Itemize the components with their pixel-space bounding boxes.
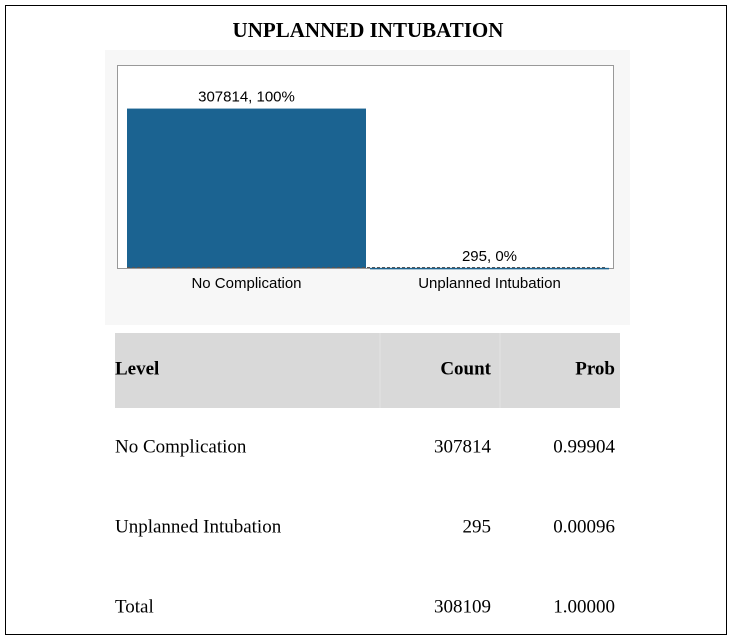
chart-title: UNPLANNED INTUBATION	[233, 18, 504, 42]
value-label: 295, 0%	[462, 248, 517, 265]
bar	[127, 108, 366, 268]
bar	[370, 267, 609, 270]
column-header: Prob	[575, 358, 615, 379]
table-cell: 0.00096	[553, 516, 615, 537]
table-cell: 308109	[434, 596, 491, 617]
x-tick-label: Unplanned Intubation	[418, 275, 561, 292]
table-cell: 0.99904	[553, 436, 615, 457]
x-tick-label: No Complication	[191, 275, 301, 292]
value-label: 307814, 100%	[198, 89, 295, 106]
table-cell: No Complication	[115, 436, 247, 457]
column-header: Level	[115, 358, 159, 379]
column-header: Count	[440, 358, 491, 379]
table-header	[115, 333, 620, 408]
table-cell: Unplanned Intubation	[115, 516, 282, 537]
table-cell: Total	[115, 596, 154, 617]
table-cell: 1.00000	[553, 596, 615, 617]
table-cell: 307814	[434, 436, 492, 457]
table-cell: 295	[463, 516, 492, 537]
